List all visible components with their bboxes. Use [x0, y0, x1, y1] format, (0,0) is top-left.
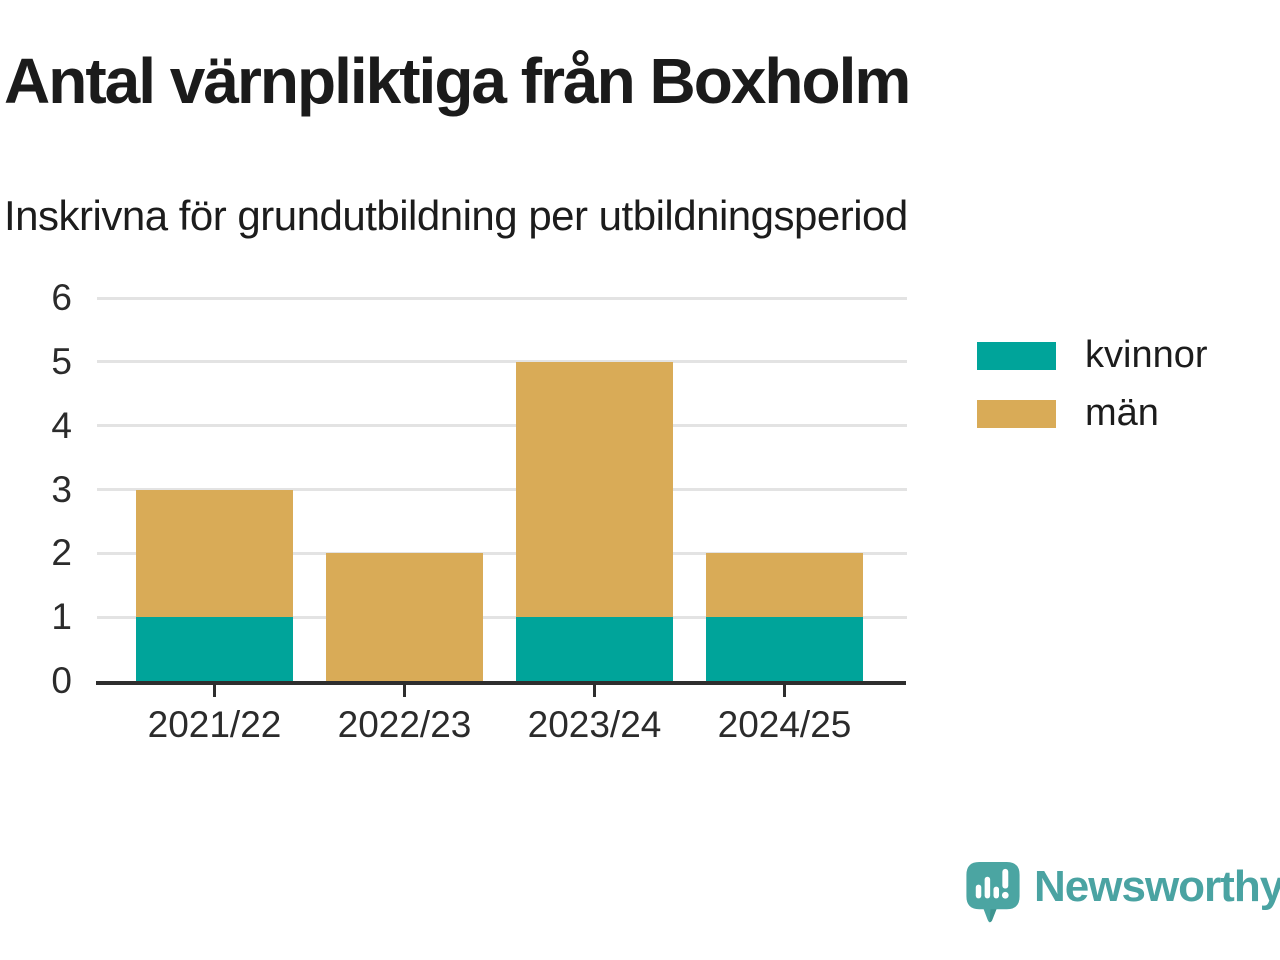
chart-subtitle: Inskrivna för grundutbildning per utbild… — [4, 192, 908, 239]
y-axis-tick-label: 5 — [51, 340, 72, 382]
gridline-y3 — [97, 488, 907, 491]
bar-segment-män-2021/22 — [136, 489, 293, 618]
legend: kvinnor män — [977, 333, 1208, 436]
legend-swatch-kvinnor — [977, 341, 1056, 370]
newsworthy-wordmark: Newsworthy — [1034, 862, 1280, 911]
gridline-y5 — [97, 360, 907, 364]
newsworthy-logo: Newsworthy — [963, 860, 1280, 924]
x-axis-tick — [783, 685, 786, 697]
legend-item-kvinnor: kvinnor — [977, 333, 1208, 378]
y-axis-tick-label: 2 — [51, 532, 72, 574]
x-axis-tick — [403, 685, 406, 697]
legend-label-män: män — [1085, 392, 1159, 434]
plot-area: 0 1 2 3 4 5 6 2021/22 2022/23 2023/24 2024/25 — [51, 277, 907, 745]
y-axis-tick-label: 6 — [51, 277, 72, 318]
legend-item-män: män — [977, 391, 1208, 436]
y-axis-tick-label: 4 — [51, 404, 72, 446]
x-axis-line — [96, 681, 906, 685]
gridline-y1 — [97, 615, 907, 619]
y-axis-tick-label: 1 — [51, 596, 72, 638]
bar-segment-män-2022/23 — [326, 553, 483, 681]
bar-segment-kvinnor-2023/24 — [516, 617, 673, 681]
bar-segment-män-2023/24 — [516, 361, 673, 618]
bar-segment-kvinnor-2021/22 — [136, 617, 293, 681]
gridline-y4 — [97, 424, 907, 428]
x-axis-tick — [593, 685, 596, 697]
x-axis-tick — [213, 685, 216, 697]
y-axis-tick-label: 3 — [51, 468, 72, 510]
y-axis-tick-label: 0 — [51, 660, 72, 701]
x-axis-tick-label: 2022/23 — [337, 704, 472, 745]
legend-label-kvinnor: kvinnor — [1085, 334, 1208, 376]
x-axis-tick-label: 2023/24 — [527, 704, 662, 745]
gridline-y2 — [97, 551, 907, 555]
gridline-y6 — [97, 296, 907, 300]
bar-segment-kvinnor-2024/25 — [706, 617, 863, 681]
chart-title: Antal värnpliktiga från Boxholm — [4, 45, 911, 117]
legend-swatch-män — [977, 399, 1056, 428]
newsworthy-speech-bubble-chart-icon — [966, 861, 1020, 923]
x-axis-tick-label: 2021/22 — [147, 704, 282, 745]
bar-segment-män-2024/25 — [706, 553, 863, 618]
x-axis-tick-label: 2024/25 — [717, 704, 852, 745]
